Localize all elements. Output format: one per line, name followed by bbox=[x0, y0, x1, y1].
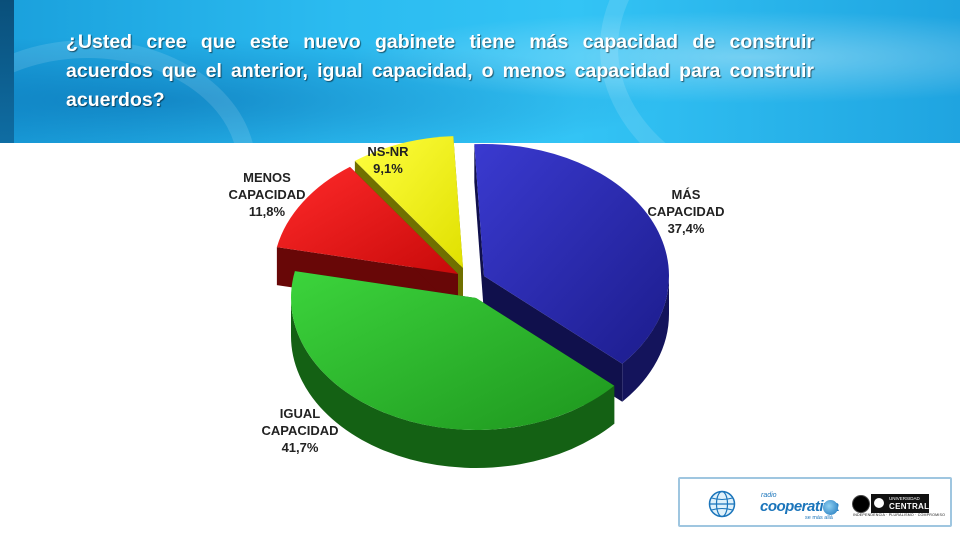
slice-top-face bbox=[276, 166, 458, 274]
slice-category-label: NS-NR bbox=[367, 144, 409, 159]
slice-side-wall bbox=[622, 276, 669, 402]
slice-top-face bbox=[354, 136, 463, 268]
slice-category-label: CAPACIDAD bbox=[228, 187, 305, 202]
slice-category-label: IGUAL bbox=[280, 406, 321, 421]
slice-side-wall bbox=[291, 298, 615, 469]
slice-label-1: MÁS CAPACIDAD 37,4% bbox=[647, 187, 724, 236]
sponsor-logos: radio cooperativa se más allá UNIVERSIDA… bbox=[678, 477, 952, 527]
university-seal-icon bbox=[852, 495, 870, 513]
slice-value-label: 41,7% bbox=[282, 440, 319, 455]
university-dot-icon bbox=[874, 498, 884, 508]
slice-cut-face bbox=[474, 144, 484, 314]
cooperativa-swirl-icon bbox=[823, 500, 838, 515]
globe-icon bbox=[708, 490, 736, 518]
universidad-central-logo: UNIVERSIDAD CENTRAL INDEPENDENCIA · PLUR… bbox=[852, 492, 945, 518]
slice-category-label: CAPACIDAD bbox=[261, 423, 338, 438]
university-top-text: UNIVERSIDAD bbox=[889, 496, 920, 501]
cooperativa-logo-text: cooperativa bbox=[760, 498, 839, 515]
slice-label-3: MENOS CAPACIDAD 11,8% bbox=[228, 170, 305, 219]
pie-slice-2 bbox=[291, 271, 615, 469]
slice-value-label: 9,1% bbox=[373, 161, 403, 176]
slice-top-face bbox=[474, 144, 669, 364]
header-banner: ¿Usted cree que este nuevo gabinete tien… bbox=[0, 0, 960, 143]
slice-labels: MÁS CAPACIDAD 37,4% IGUAL CAPACIDAD 41,7% MENO… bbox=[228, 144, 724, 455]
slice-label-4: NS-NR 9,1% bbox=[367, 144, 409, 176]
university-name-text: CENTRAL bbox=[889, 502, 930, 511]
slice-category-label: MENOS bbox=[243, 170, 291, 185]
university-tagline: INDEPENDENCIA · PLURALISMO · COMPROMISO bbox=[853, 513, 946, 517]
slice-value-label: 11,8% bbox=[249, 204, 286, 219]
header-left-band bbox=[0, 0, 14, 143]
slice-category-label: CAPACIDAD bbox=[647, 204, 724, 219]
slice-category-label: MÁS bbox=[672, 187, 701, 202]
pie-slices bbox=[276, 136, 669, 469]
radio-small-text: radio bbox=[761, 492, 777, 499]
survey-question: ¿Usted cree que este nuevo gabinete tien… bbox=[66, 31, 814, 111]
slice-top-face bbox=[291, 271, 615, 430]
university-name-block: UNIVERSIDAD CENTRAL bbox=[871, 494, 929, 513]
cooperativa-tagline: se más allá bbox=[805, 515, 833, 521]
slice-value-label: 37,4% bbox=[668, 221, 705, 236]
slice-label-2: IGUAL CAPACIDAD 41,7% bbox=[261, 406, 338, 455]
